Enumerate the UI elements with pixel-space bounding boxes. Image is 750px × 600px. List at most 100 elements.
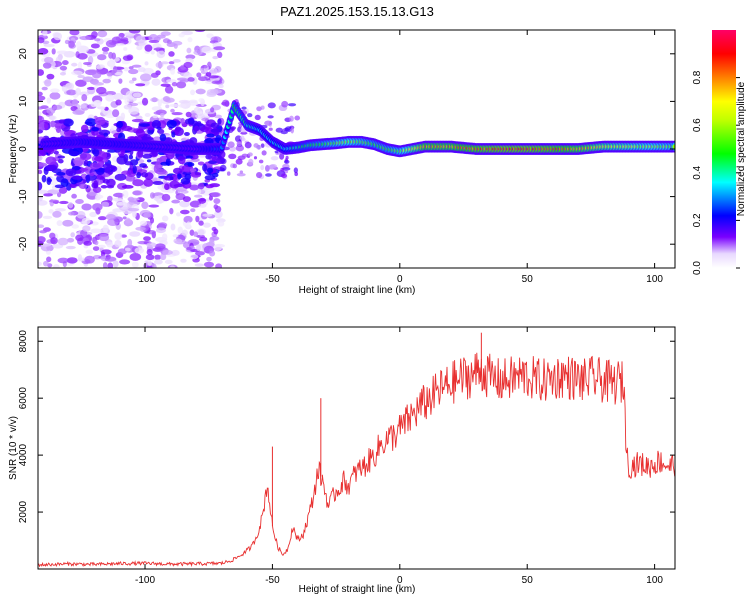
spectrogram-noise-blob — [198, 98, 205, 103]
spectrogram-noise-blob — [38, 181, 43, 191]
spectrogram-y-ticks: -20 -10 0 10 20 — [18, 48, 675, 252]
spectrogram-noise-blob — [127, 196, 135, 202]
spectrogram-noise-blob — [136, 171, 142, 179]
spectrogram-noise-blob — [141, 172, 149, 178]
spectrogram-noise-blob — [235, 158, 243, 165]
spectrogram-noise-blob — [83, 61, 92, 66]
spectrogram-noise-blob — [52, 264, 60, 268]
spectrogram-noise-blob — [128, 80, 135, 84]
spectrogram-noise-blob — [120, 234, 127, 238]
spectrogram-noise-blob — [161, 193, 171, 202]
spectrogram-noise-blob — [213, 204, 219, 210]
spectrogram-noise-blob — [42, 62, 52, 69]
spectrogram-noise-blob — [280, 167, 285, 172]
spectrogram-noise-blob — [138, 123, 151, 127]
colorbar-scale — [712, 30, 736, 268]
spectrogram-noise-blob — [84, 255, 95, 264]
spectrogram-noise-blob — [97, 54, 107, 61]
spectrogram-noise-blob — [189, 168, 197, 173]
spectrogram-noise-blob — [137, 67, 146, 73]
spectrogram-noise-blob — [260, 143, 265, 148]
spectrogram-noise-blob — [108, 51, 114, 59]
spectrogram-noise-blob — [65, 83, 73, 89]
spectrogram-noise-blob — [157, 128, 165, 134]
spectrogram-noise-blob — [135, 226, 146, 231]
spectrogram-noise-blob — [53, 32, 63, 41]
spectrogram-noise-blob — [114, 232, 123, 241]
spectrogram-noise-blob — [135, 83, 146, 87]
spectrogram-noise-blob — [247, 152, 253, 157]
spectrogram-noise-blob — [105, 90, 116, 96]
spectrogram-noise-blob — [132, 92, 142, 98]
spectrogram-noise-blob — [92, 246, 100, 251]
spectrogram-noise-blob — [56, 50, 69, 55]
spectrogram-noise-blob — [75, 87, 81, 96]
spectrogram-noise-blob — [284, 159, 290, 164]
spectrogram-noise-blob — [83, 240, 92, 246]
spectrogram-noise-blob — [176, 212, 181, 217]
spectrogram-noise-blob — [57, 237, 69, 246]
spectrogram-noise-blob — [73, 157, 85, 166]
spectrogram-noise-blob — [56, 220, 63, 227]
spectrogram-noise-blob — [71, 224, 80, 229]
spectrogram-noise-blob — [54, 184, 65, 189]
spectrogram-noise-blob — [38, 261, 42, 267]
spectrogram-noise-blob — [209, 250, 216, 257]
spectrogram-noise-blob — [193, 194, 203, 198]
spectrogram-noise-blob — [203, 261, 214, 268]
spectrogram-noise-blob — [65, 245, 76, 250]
spectrogram-noise-blob — [38, 106, 45, 110]
spectrogram-noise-blob — [72, 98, 79, 107]
spectrogram-noise-blob — [77, 53, 88, 60]
spectrogram-noise-blob — [190, 254, 199, 260]
spectrogram-noise-blob — [178, 155, 185, 162]
spectrogram-noise-blob — [179, 79, 189, 83]
spectrogram-noise-blob — [171, 112, 183, 116]
spectrogram-noise-blob — [81, 124, 89, 133]
spectrogram-noise-blob — [38, 111, 42, 116]
spectrogram-noise-blob — [156, 157, 163, 163]
spectrogram-noise-blob — [179, 200, 190, 208]
spectrogram-noise-blob — [155, 62, 164, 68]
spectrogram-noise-blob — [102, 78, 111, 84]
spectrogram-noise-blob — [71, 70, 83, 76]
spectrogram-noise-blob — [208, 239, 215, 247]
spectrogram-noise-blob — [76, 210, 86, 219]
spectrogram-noise-blob — [116, 155, 128, 165]
colorbar-label: Normalized spectral amplitude — [736, 81, 747, 216]
spectrogram-noise-blob — [150, 50, 155, 55]
spectrogram-noise-blob — [178, 33, 185, 38]
spectrogram-x-ticks: -100 -50 0 50 100 — [135, 30, 663, 285]
y-tick-label: -20 — [18, 237, 29, 252]
spectrogram-noise-blob — [184, 131, 190, 136]
spectrogram-noise-blob — [124, 247, 131, 252]
spectrogram-noise-blob — [172, 59, 181, 63]
spectrogram-noise-blob — [75, 234, 84, 242]
spectrogram-noise-blob — [82, 76, 94, 83]
spectrogram-noise-blob — [132, 190, 142, 196]
spectrogram-noise-blob — [68, 202, 74, 209]
spectrogram-noise-blob — [215, 263, 223, 268]
spectrogram-noise-blob — [121, 95, 128, 100]
spectrogram-noise-blob — [190, 89, 196, 96]
spectrogram-noise-blob — [146, 242, 157, 248]
spectrogram-noise-blob — [38, 95, 46, 101]
spectrogram-noise-blob — [38, 69, 45, 76]
spectrogram-noise-blob — [80, 103, 87, 109]
spectrogram-y-label: Frequency (Hz) — [8, 115, 19, 184]
spectrogram-noise-blob — [194, 30, 206, 33]
spectrogram-noise-blob — [156, 200, 163, 204]
spectrogram-noise-blob — [208, 75, 219, 79]
spectrogram-noise-blob — [44, 121, 49, 130]
spectrogram-noise-blob — [94, 196, 101, 201]
spectrogram-noise-blob — [293, 167, 298, 174]
spectrogram-noise-blob — [220, 158, 227, 165]
spectrogram-noise-blob — [176, 81, 187, 89]
spectrogram-noise-blob — [79, 91, 90, 96]
spectrogram-noise-blob — [166, 79, 177, 83]
spectrogram-noise-blob — [195, 88, 206, 95]
spectrogram-noise-blob — [115, 43, 125, 47]
spectrogram-noise-blob — [151, 120, 162, 129]
spectrogram-noise-blob — [94, 116, 106, 126]
